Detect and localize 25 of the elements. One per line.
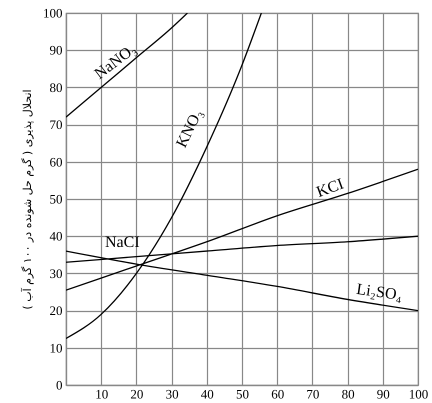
y-tick-label: 80 xyxy=(50,80,62,95)
y-axis-title: انحلال پذیری ( گرم حل شونده در ۱۰۰ گرم آب ) xyxy=(20,89,34,310)
y-tick-label: 10 xyxy=(50,340,62,356)
x-tick-label: 50 xyxy=(236,386,249,402)
y-tick-label: 100 xyxy=(43,6,62,20)
x-tick-label: 70 xyxy=(306,386,320,402)
y-tick-label: 30 xyxy=(50,266,62,281)
y-tick-label: 0 xyxy=(56,378,62,392)
y-tick-label: 70 xyxy=(50,117,62,132)
y-tick-label: 50 xyxy=(50,192,62,206)
y-tick-label: 60 xyxy=(50,154,62,170)
x-tick-label: 20 xyxy=(130,386,144,402)
y-tick-label: 20 xyxy=(50,303,62,318)
x-tick-label: 30 xyxy=(166,386,179,402)
x-tick-label: 40 xyxy=(200,386,214,402)
x-tick-label: 10 xyxy=(95,386,108,402)
y-tick-label: 90 xyxy=(50,42,62,58)
text: KCI xyxy=(314,176,346,202)
text: Li₂SO₄ xyxy=(355,280,404,304)
x-tick-label: 100 xyxy=(408,386,428,402)
y-tick-label: 40 xyxy=(50,228,62,244)
series-label: NaCI xyxy=(104,234,140,251)
x-tick-label: 60 xyxy=(271,386,284,402)
x-tick-label: 90 xyxy=(376,386,390,402)
x-tick-label: 80 xyxy=(342,386,355,402)
